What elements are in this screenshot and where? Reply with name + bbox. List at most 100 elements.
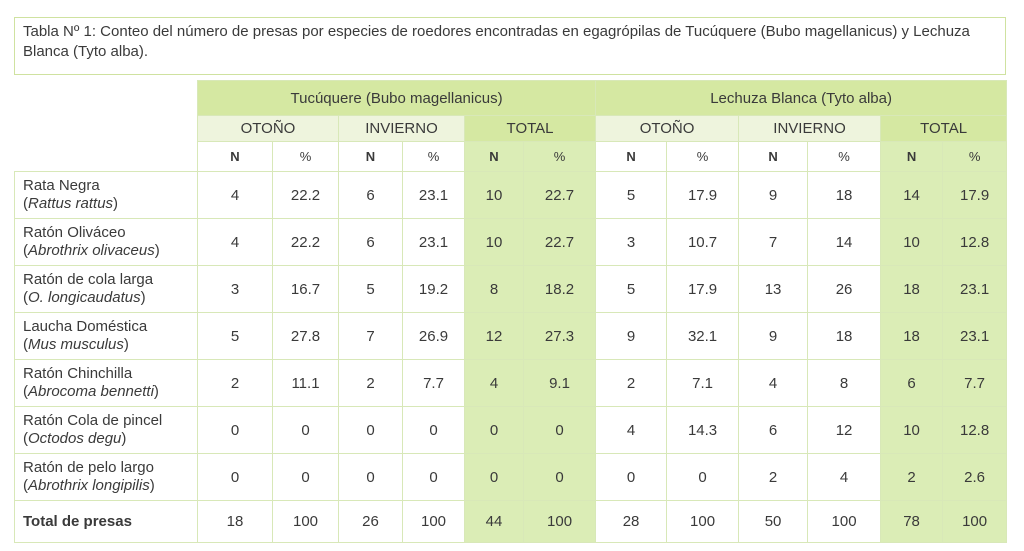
group-header-lechuza: Lechuza Blanca (Tyto alba) [595,80,1008,116]
percent-cell: 23.1 [942,265,1008,313]
count-cell: 5 [595,265,668,313]
total-count-cell: 18 [197,500,273,543]
species-common-name: Ratón Cola de pincel [23,412,163,429]
count-cell: 10 [880,218,944,266]
count-cell: 3 [197,265,273,313]
season-header-total: TOTAL [880,115,1008,142]
percent-cell: 0 [522,453,597,501]
species-cell: Ratón Oliváceo (Abrothrix olivaceus) [14,218,198,266]
percent-cell: 23.1 [402,218,465,266]
percent-cell: 0 [272,453,339,501]
count-cell: 6 [338,218,403,266]
species-scientific-name: (Abrothrix olivaceus) [23,242,160,259]
percent-cell: 10.7 [666,218,740,266]
count-cell: 4 [197,218,273,266]
percent-cell: 18 [807,312,882,360]
table-row: Ratón Chinchilla (Abrocoma bennetti) 2 11.1… [14,359,1008,407]
count-cell: 5 [338,265,403,313]
n-column-header: N [880,141,944,172]
count-cell: 6 [738,406,809,454]
n-pct-header-row: N% N% N% N% N% N% [15,141,1008,172]
total-percent-cell: 100 [807,500,882,543]
count-cell: 0 [197,406,273,454]
percent-cell: 14 [807,218,882,266]
count-cell: 13 [738,265,809,313]
percent-cell: 26.9 [402,312,465,360]
table-row: Ratón de cola larga (O. longicaudatus) 3 16… [14,265,1008,313]
count-cell: 0 [464,453,524,501]
percent-cell: 7.7 [942,359,1008,407]
percent-cell: 22.2 [272,171,339,219]
total-count-cell: 44 [464,500,524,543]
count-cell: 2 [880,453,944,501]
total-label: Total de presas [14,500,198,543]
count-cell: 2 [738,453,809,501]
count-cell: 9 [595,312,668,360]
table-row: Ratón Cola de pincel (Octodos degu) 0 0 0 0 0 0… [14,406,1008,454]
species-cell: Ratón de cola larga (O. longicaudatus) [14,265,198,313]
count-cell: 12 [464,312,524,360]
species-cell: Ratón de pelo largo (Abrothrix longipilis… [14,453,198,501]
count-cell: 6 [338,171,403,219]
count-cell: 5 [595,171,668,219]
percent-cell: 9.1 [522,359,597,407]
percent-cell: 18 [807,171,882,219]
percent-cell: 7.1 [666,359,740,407]
percent-cell: 17.9 [666,265,740,313]
species-common-name: Rata Negra [23,177,100,194]
percent-cell: 2.6 [942,453,1008,501]
percent-cell: 18.2 [522,265,597,313]
percent-cell: 0 [272,406,339,454]
caption-text: Tabla Nº 1: Conteo del número de presas … [23,23,970,60]
total-percent-cell: 100 [272,500,339,543]
season-header-total: TOTAL [463,115,597,142]
percent-cell: 12.8 [942,406,1008,454]
percent-cell: 11.1 [272,359,339,407]
total-count-cell: 78 [880,500,944,543]
species-scientific-name: (O. longicaudatus) [23,289,146,306]
percent-cell: 32.1 [666,312,740,360]
percent-cell: 19.2 [402,265,465,313]
percent-cell: 0 [402,406,465,454]
percent-column-header: % [272,141,339,172]
count-cell: 4 [464,359,524,407]
percent-column-header: % [402,141,465,172]
n-column-header: N [738,141,809,172]
table-row: Rata Negra (Rattus rattus) 4 22.2 6 23.1 10 22.… [14,171,1008,219]
species-common-name: Ratón Chinchilla [23,365,133,382]
n-column-header: N [197,141,273,172]
percent-cell: 16.7 [272,265,339,313]
species-cell: Ratón Cola de pincel (Octodos degu) [14,406,198,454]
species-cell: Ratón Chinchilla (Abrocoma bennetti) [14,359,198,407]
season-header: INVIERNO [738,115,882,142]
table-row: Laucha Doméstica (Mus musculus) 5 27.8 7 26.9… [14,312,1008,360]
percent-cell: 22.2 [272,218,339,266]
total-count-cell: 26 [338,500,403,543]
percent-cell: 4 [807,453,882,501]
total-percent-cell: 100 [402,500,465,543]
species-common-name: Ratón de cola larga [23,271,154,288]
species-cell: Rata Negra (Rattus rattus) [14,171,198,219]
count-cell: 10 [464,171,524,219]
total-percent-cell: 100 [522,500,597,543]
count-cell: 4 [197,171,273,219]
count-cell: 0 [197,453,273,501]
species-common-name: Ratón Oliváceo [23,224,126,241]
species-scientific-name: (Rattus rattus) [23,195,119,212]
total-count-cell: 50 [738,500,809,543]
count-cell: 10 [464,218,524,266]
n-column-header: N [595,141,668,172]
count-cell: 14 [880,171,944,219]
count-cell: 18 [880,265,944,313]
count-cell: 0 [338,406,403,454]
season-header: OTOÑO [595,115,740,142]
count-cell: 0 [595,453,668,501]
count-cell: 0 [464,406,524,454]
percent-cell: 7.7 [402,359,465,407]
percent-cell: 8 [807,359,882,407]
total-row: Total de presas 18 100 26 100 44 100 28 100 50 100… [14,500,1008,543]
count-cell: 2 [338,359,403,407]
season-header: INVIERNO [338,115,465,142]
count-cell: 2 [595,359,668,407]
species-common-name: Ratón de pelo largo [23,459,154,476]
